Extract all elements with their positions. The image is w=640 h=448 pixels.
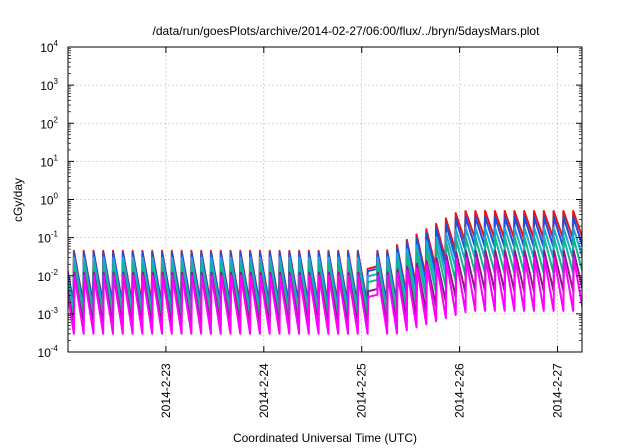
y-tick-label: 101: [40, 153, 58, 169]
x-tick-label: 2014-2-27: [551, 363, 565, 418]
chart-title: /data/run/goesPlots/archive/2014-02-27/0…: [153, 24, 541, 38]
x-tick-label: 2014-2-23: [159, 363, 173, 418]
y-tick-label: 104: [40, 39, 58, 55]
y-tick-label: 100: [40, 192, 58, 208]
y-gridlines: [68, 84, 582, 315]
y-axis-ticks: 10-4 10-3 10-2 10-1 100 101 102 103 104: [38, 39, 582, 360]
x-tick-label: 2014-2-26: [453, 363, 467, 418]
y-tick-label: 102: [40, 115, 58, 131]
y-tick-label: 103: [40, 77, 58, 93]
y-tick-label: 10-4: [38, 344, 59, 360]
x-tick-label: 2014-2-24: [257, 363, 271, 418]
x-tick-label: 2014-2-25: [355, 363, 369, 418]
y-tick-label: 10-1: [38, 230, 59, 246]
x-gridlines: [165, 47, 558, 352]
series-group: [68, 210, 582, 335]
x-axis-ticks: 2014-2-23 2014-2-24 2014-2-25 2014-2-26 2014…: [159, 47, 565, 418]
y-axis-label: cGy/day: [11, 178, 25, 222]
y-tick-label: 10-3: [38, 306, 59, 322]
series-line: [68, 256, 582, 335]
x-axis-label: Coordinated Universal Time (UTC): [233, 431, 417, 445]
y-tick-label: 10-2: [38, 268, 59, 284]
